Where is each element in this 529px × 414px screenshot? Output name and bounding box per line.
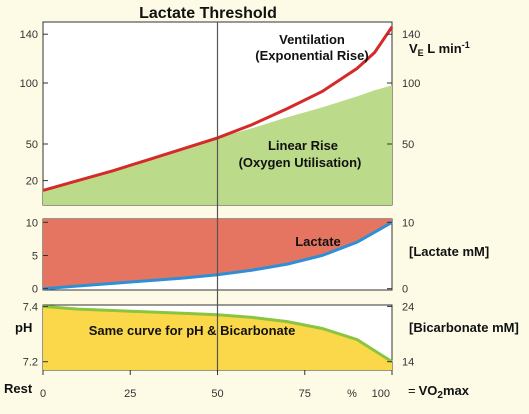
bicarbonate-unit-label: [Bicarbonate mM] bbox=[409, 320, 519, 335]
x-tick-label-25: 25 bbox=[124, 388, 136, 400]
ph-area-label: Same curve for pH & Bicarbonate bbox=[89, 323, 296, 338]
lactate-unit-label: [Lactate mM] bbox=[409, 244, 489, 259]
lactate-left-tick-10: 10 bbox=[26, 217, 38, 229]
x-axis-rest-label: Rest bbox=[4, 381, 33, 396]
lactate-right-tick-10: 10 bbox=[402, 217, 414, 229]
bicarbonate-right-tick-24: 24 bbox=[402, 301, 414, 313]
linear-rise-label-line2: (Oxygen Utilisation) bbox=[239, 155, 362, 170]
ph-axis-label: pH bbox=[15, 320, 32, 335]
ventilation-unit-label: VE L min-1 bbox=[409, 40, 470, 58]
ventilation-left-tick-140: 140 bbox=[20, 29, 38, 41]
x-axis-percent-label: % bbox=[347, 388, 357, 400]
ventilation-right-tick-50: 50 bbox=[402, 139, 414, 151]
ventilation-label-line2: (Exponential Rise) bbox=[255, 48, 368, 63]
ph-left-tick-7.2: 7.2 bbox=[23, 357, 38, 369]
bicarbonate-right-tick-14: 14 bbox=[402, 357, 414, 369]
lactate-left-tick-5: 5 bbox=[32, 250, 38, 262]
ventilation-curve bbox=[42, 26, 394, 192]
ventilation-left-tick-100: 100 bbox=[20, 78, 38, 90]
x-tick-label-50: 50 bbox=[211, 388, 223, 400]
ventilation-right-tick-100: 100 bbox=[402, 78, 420, 90]
ventilation-right-tick-140: 140 bbox=[402, 29, 420, 41]
x-tick-label-100: 100 bbox=[372, 388, 390, 400]
ventilation-label-line1: Ventilation bbox=[279, 32, 345, 47]
x-axis: Rest % = VO2max bbox=[4, 381, 470, 401]
ventilation-left-tick-20: 20 bbox=[26, 176, 38, 188]
ph-left-tick-7.4: 7.4 bbox=[23, 301, 38, 313]
lactate-left-tick-0: 0 bbox=[32, 284, 38, 296]
linear-rise-label-line1: Linear Rise bbox=[268, 138, 338, 153]
chart-title: Lactate Threshold bbox=[139, 5, 277, 22]
ventilation-left-tick-50: 50 bbox=[26, 139, 38, 151]
lactate-right-tick-0: 0 bbox=[402, 284, 408, 296]
x-tick-label-0: 0 bbox=[40, 388, 46, 400]
x-tick-label-75: 75 bbox=[299, 388, 311, 400]
lactate-area-label: Lactate bbox=[295, 234, 341, 249]
x-axis-end-label: = VO2max bbox=[408, 383, 470, 401]
